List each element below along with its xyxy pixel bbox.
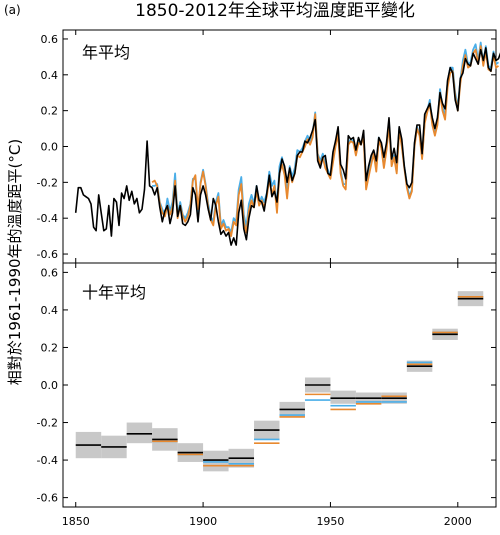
- annual-series-blue: [152, 41, 500, 234]
- annual-series-orange: [151, 45, 500, 238]
- y-tick-label: -0.4: [37, 454, 58, 467]
- panel-label: (a): [4, 3, 21, 17]
- y-tick-label: -0.2: [37, 417, 58, 430]
- x-tick-label: 1850: [62, 515, 90, 528]
- x-axis: 1850 1900 1950 2000: [62, 515, 472, 528]
- x-tick-label: 1950: [316, 515, 344, 528]
- x-tick-label: 2000: [444, 515, 472, 528]
- decadal-ticks: 0.6 0.4 0.2 0.0 -0.2 -0.4 -0.6: [37, 263, 496, 507]
- panel-decadal-subtitle: 十年平均: [82, 283, 146, 302]
- annual-lines: [74, 41, 500, 246]
- y-tick-label: 0.2: [41, 341, 59, 354]
- y-tick-label: -0.6: [37, 492, 58, 505]
- y-tick-label: 0.6: [41, 33, 59, 46]
- y-axis-label: 相對於1961-1990年的溫度距平(°C): [6, 139, 24, 385]
- y-tick-label: 0.0: [41, 379, 59, 392]
- annual-ticks: 0.6 0.4 0.2 0.0 -0.2 -0.4 -0.6: [37, 30, 496, 263]
- panel-annual: 年平均 0.6 0.4 0.2 0.0 -0.2 -0.4 -0.6: [37, 29, 500, 264]
- y-tick-label: 0.0: [41, 141, 59, 154]
- y-tick-label: -0.2: [37, 176, 58, 189]
- panel-annual-frame: [62, 29, 497, 264]
- annual-series-black: [74, 47, 500, 246]
- decade-uncertainty-band: [330, 390, 356, 404]
- panel-annual-subtitle: 年平均: [82, 43, 130, 62]
- decade-uncertainty-band: [126, 422, 153, 444]
- y-tick-label: 0.6: [41, 266, 59, 279]
- x-tick-label: 1900: [189, 515, 217, 528]
- y-tick-label: -0.4: [37, 212, 58, 225]
- y-tick-label: 0.4: [41, 69, 59, 82]
- y-tick-label: 0.4: [41, 304, 59, 317]
- chart-title: 1850-2012年全球平均溫度距平變化: [135, 1, 415, 21]
- decade-uncertainty-band: [203, 450, 229, 472]
- panel-decadal: 十年平均 0.6 0.4 0.2 0.0 -0.2 -0.4 -0.6: [37, 262, 497, 508]
- y-tick-label: 0.2: [41, 105, 59, 118]
- y-tick-label: -0.6: [37, 248, 58, 261]
- decadal-marks: [75, 291, 484, 472]
